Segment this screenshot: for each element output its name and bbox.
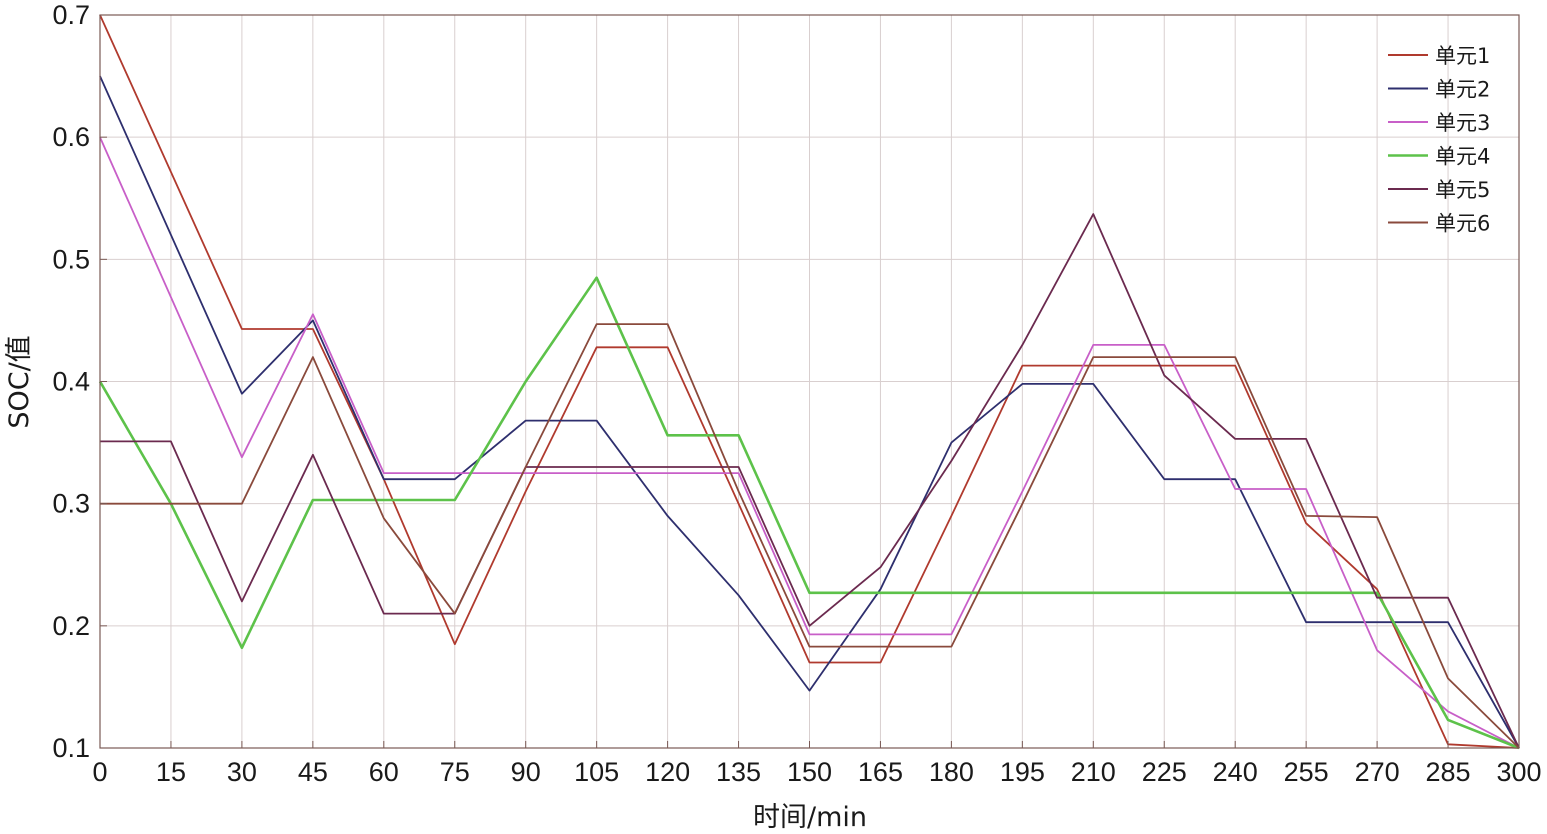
series-line-5 [100,213,1520,749]
y-tick-label: 0.5 [52,244,90,274]
x-tick-label: 105 [574,757,619,787]
tick-labels: 0 15 30 45 60 75 90 105 120 135 150 165 180 195 210 225… [52,0,1541,787]
legend-label: 单元3 [1435,111,1490,135]
x-tick-label: 15 [156,757,186,787]
x-tick-label: 210 [1071,757,1116,787]
x-tick-label: 285 [1426,757,1471,787]
x-tick-label: 135 [716,757,761,787]
x-tick-label: 195 [1000,757,1045,787]
x-tick-label: 0 [92,757,107,787]
series-line-2 [99,75,1520,749]
y-tick-label: 0.2 [52,611,90,641]
x-tick-label: 240 [1213,757,1258,787]
legend-label: 单元5 [1435,178,1490,202]
y-axis-title: SOC/值 [4,335,35,428]
series-layer [98,14,1520,750]
grid [99,14,1520,749]
x-tick-label: 225 [1142,757,1187,787]
series-line-1 [99,14,1520,749]
y-tick-label: 0.1 [52,733,90,763]
x-axis-title: 时间/min [753,802,867,833]
x-tick-label: 30 [227,757,257,787]
x-tick-label: 180 [929,757,974,787]
series-line-4 [98,276,1520,750]
x-tick-label: 270 [1355,757,1400,787]
x-tick-label: 60 [369,757,399,787]
legend-label: 单元2 [1435,78,1490,102]
x-tick-label: 255 [1284,757,1329,787]
legend-label: 单元6 [1435,212,1490,236]
y-tick-label: 0.6 [52,122,90,152]
series-line-6 [100,323,1520,749]
x-tick-label: 165 [858,757,903,787]
y-tick-label: 0.3 [52,489,90,519]
legend: 单元1 单元2 单元3 单元4 单元5 单元6 [1388,44,1490,236]
y-tick-label: 0.7 [52,0,90,30]
x-tick-label: 150 [787,757,832,787]
x-tick-label: 90 [511,757,541,787]
y-tick-label: 0.4 [52,367,90,397]
legend-label: 单元4 [1435,145,1490,169]
x-tick-label: 75 [440,757,470,787]
x-tick-label: 300 [1496,757,1541,787]
legend-label: 单元1 [1435,44,1490,68]
x-tick-label: 120 [645,757,690,787]
x-tick-label: 45 [298,757,328,787]
